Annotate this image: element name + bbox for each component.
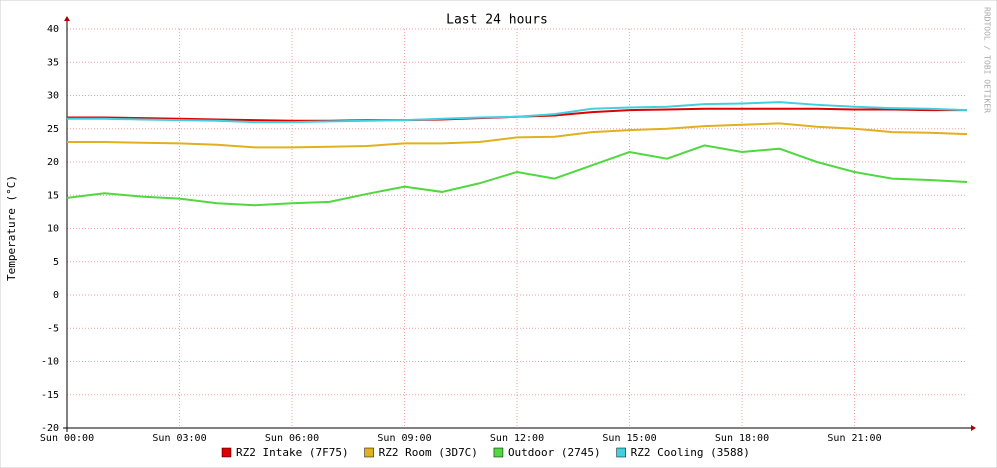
series-line bbox=[67, 122, 968, 149]
watermark: RRDTOOL / TOBI OETIKER bbox=[983, 7, 992, 113]
y-axis-label: Temperature (°C) bbox=[5, 175, 18, 281]
x-tick-label: Sun 18:00 bbox=[715, 433, 769, 444]
x-tick-label: Sun 21:00 bbox=[827, 433, 881, 444]
x-tick-label: Sun 00:00 bbox=[40, 433, 94, 444]
y-tick-label: 40 bbox=[47, 24, 59, 35]
axis-arrow bbox=[64, 16, 70, 21]
series-line bbox=[67, 101, 968, 124]
series-line bbox=[66, 144, 968, 207]
legend-label: RZ2 Intake (7F75) bbox=[236, 446, 349, 459]
y-tick-label: 35 bbox=[47, 57, 59, 68]
x-tick-label: Sun 06:00 bbox=[265, 433, 319, 444]
legend-label: RZ2 Room (3D7C) bbox=[379, 446, 478, 459]
legend-swatch bbox=[616, 447, 626, 458]
x-tick-label: Sun 03:00 bbox=[152, 433, 206, 444]
y-tick-label: 20 bbox=[47, 157, 59, 168]
y-tick-label: -10 bbox=[41, 357, 59, 368]
y-tick-label: -5 bbox=[47, 323, 59, 334]
legend-label: RZ2 Cooling (3588) bbox=[631, 446, 750, 459]
legend-swatch bbox=[493, 447, 504, 458]
y-tick-label: 5 bbox=[53, 257, 59, 268]
legend-label: Outdoor (2745) bbox=[508, 446, 601, 459]
x-tick-label: Sun 15:00 bbox=[602, 433, 656, 444]
y-tick-label: 25 bbox=[47, 124, 59, 135]
y-tick-label: 30 bbox=[47, 91, 59, 102]
axis-arrow bbox=[971, 425, 976, 431]
y-tick-label: -15 bbox=[41, 390, 59, 401]
y-tick-label: 10 bbox=[47, 224, 59, 235]
y-tick-label: -20 bbox=[41, 423, 59, 434]
y-tick-label: 0 bbox=[53, 290, 59, 301]
x-tick-label: Sun 09:00 bbox=[377, 433, 431, 444]
chart-title: Last 24 hours bbox=[446, 13, 548, 28]
x-tick-label: Sun 12:00 bbox=[490, 433, 544, 444]
legend-swatch bbox=[364, 447, 374, 458]
y-tick-label: 15 bbox=[47, 190, 59, 201]
legend-swatch bbox=[221, 447, 232, 458]
